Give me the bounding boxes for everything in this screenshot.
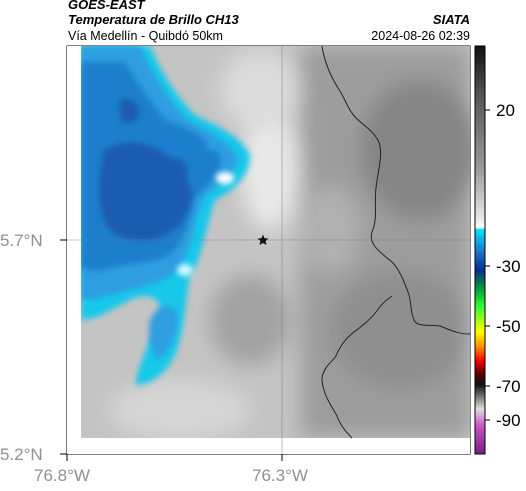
- star-icon: [257, 234, 269, 245]
- colorbar-label-20: 20: [496, 101, 515, 120]
- lon-label-76-3: 76.3°W: [252, 466, 308, 485]
- datetime-label: 2024-08-26 02:39: [371, 29, 470, 43]
- colorbar-label-minus50: -50: [496, 317, 521, 336]
- colorbar-label-minus90: -90: [496, 411, 521, 430]
- brightness-temperature-field: [67, 46, 470, 454]
- axis-ticks: [60, 239, 283, 461]
- lat-label-5-7: 5.7°N: [0, 231, 43, 250]
- graticule: [67, 46, 470, 454]
- colorbar-label-minus70: -70: [496, 377, 521, 396]
- product-title: Temperatura de Brillo CH13: [68, 12, 239, 27]
- border-lines: [321, 46, 470, 439]
- colorbar-label-minus30: -30: [496, 257, 521, 276]
- region-label: Vía Medellín - Quibdó 50km: [68, 29, 223, 43]
- lon-label-76-8: 76.8°W: [34, 466, 90, 485]
- satellite-title: GOES-EAST: [68, 0, 145, 12]
- colorbar: [474, 45, 490, 455]
- organization-label: SIATA: [432, 12, 470, 27]
- lat-label-5-2: 5.2°N: [0, 445, 43, 464]
